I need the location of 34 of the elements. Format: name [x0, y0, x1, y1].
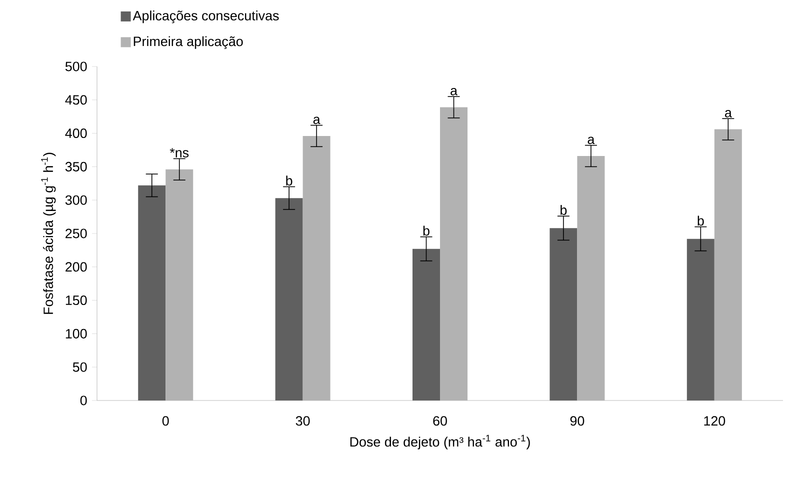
y-tick-label: 50	[72, 362, 87, 372]
x-tick-label: 90	[570, 416, 584, 426]
annotation: a	[724, 110, 732, 118]
annotation: b	[698, 216, 704, 226]
y-tick-label: 100	[66, 328, 87, 338]
bar	[412, 248, 440, 400]
legend-label: Aplicações consecutivas	[132, 10, 279, 24]
y-tick-label: 250	[66, 228, 87, 238]
x-tick-label: 60	[433, 416, 447, 426]
annotation: a	[588, 136, 595, 144]
bar	[550, 228, 578, 400]
annotation: b	[286, 176, 292, 186]
y-tick-label: 300	[65, 195, 87, 205]
annotation: b	[560, 205, 567, 215]
x-axis-title: Dose de dejeto (m³ ha$^{-1}$ ano$^{-1}$)	[350, 434, 530, 450]
y-tick-label: 500	[65, 62, 87, 72]
x-tick-label: 0	[162, 416, 169, 426]
x-tick-label: 120	[704, 416, 726, 426]
y-tick-label: 200	[66, 262, 87, 272]
bar	[686, 238, 714, 400]
legend-label: Primeira aplicação	[134, 36, 243, 49]
annotation: *ns	[170, 148, 189, 158]
annotation: a	[313, 116, 320, 124]
annotation: a	[450, 88, 458, 96]
bar	[138, 185, 166, 400]
y-tick-label: 450	[65, 95, 87, 105]
y-axis-title: Fosfatase ácida (µg g$^{-1}$ h$^{-1}$)	[41, 152, 56, 314]
y-tick-label: 150	[66, 296, 87, 306]
x-tick-label: 30	[296, 416, 310, 426]
bar	[275, 198, 303, 400]
y-tick-label: 350	[65, 162, 87, 172]
y-tick-label: 0	[80, 396, 87, 406]
annotation: b	[423, 226, 430, 236]
y-tick-label: 400	[65, 128, 87, 138]
